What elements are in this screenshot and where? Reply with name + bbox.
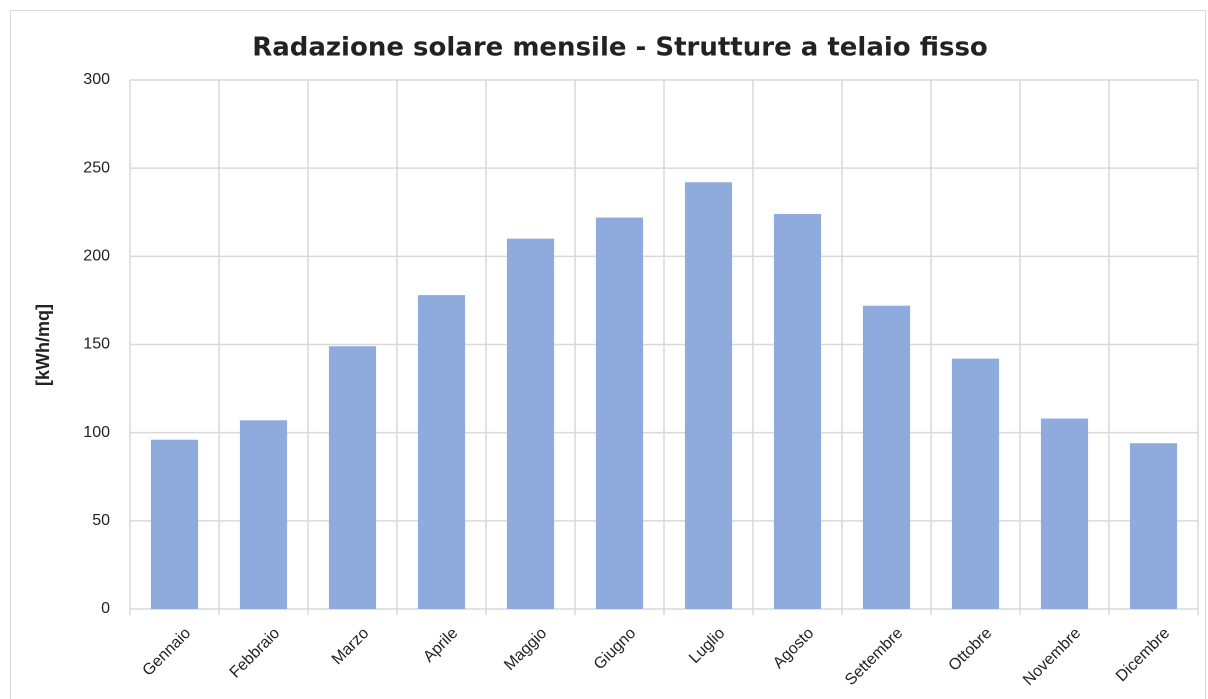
x-tick-label: Aprile <box>420 625 461 666</box>
y-tick-label: 100 <box>83 424 110 441</box>
y-tick-label: 200 <box>83 248 110 265</box>
y-tick-label: 150 <box>83 336 110 353</box>
x-tick-label: Ottobre <box>946 625 996 675</box>
y-axis-label: [kWh/mq] <box>33 304 53 386</box>
bar <box>862 305 911 609</box>
bar <box>417 295 466 609</box>
y-tick-label: 0 <box>101 600 110 617</box>
bar <box>328 346 377 609</box>
y-tick-label: 250 <box>83 159 110 176</box>
x-tick-label: Febbraio <box>227 625 284 682</box>
chart-border <box>10 10 1206 699</box>
y-tick-label: 50 <box>92 512 110 529</box>
bar <box>951 358 1000 609</box>
bar <box>506 238 555 609</box>
bar <box>239 420 288 609</box>
bar <box>1129 443 1178 609</box>
x-tick-label: Luglio <box>686 625 728 667</box>
y-tick-label: 300 <box>83 71 110 88</box>
bar <box>1040 418 1089 609</box>
x-tick-label: Giugno <box>591 625 640 674</box>
x-tick-label: Maggio <box>501 625 550 674</box>
bar <box>595 217 644 610</box>
bar <box>773 214 822 609</box>
bar <box>684 182 733 610</box>
x-tick-label: Settembre <box>842 625 906 689</box>
x-tick-label: Dicembre <box>1113 625 1174 686</box>
x-tick-label: Agosto <box>770 625 817 672</box>
chart-title: Radazione solare mensile - Strutture a t… <box>252 33 988 63</box>
x-tick-label: Novembre <box>1020 625 1084 689</box>
bar <box>150 439 199 609</box>
x-tick-label: Gennaio <box>140 625 195 680</box>
x-tick-label: Marzo <box>329 625 373 669</box>
